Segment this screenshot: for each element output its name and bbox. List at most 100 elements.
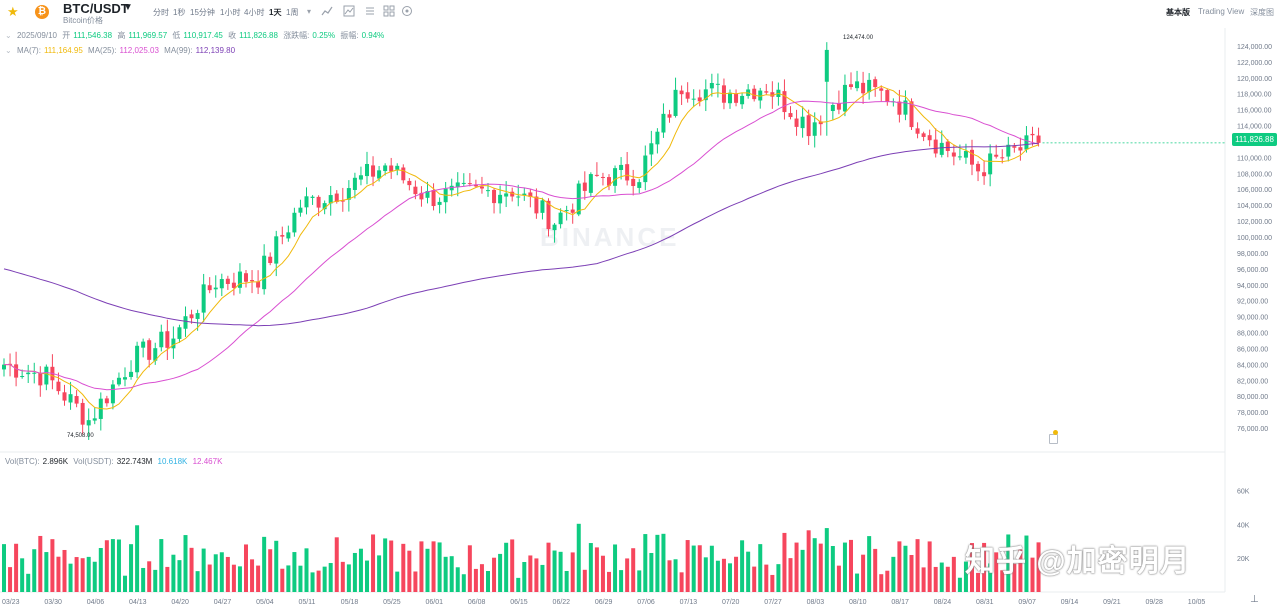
volume-bar [413,571,418,592]
price-axis-label: 102,000.00 [1237,219,1272,226]
candle-body [425,191,430,198]
settings-sliders-icon[interactable] [364,5,376,20]
candle-body [207,285,212,291]
volume-bar [116,539,121,592]
candle-body [256,281,261,288]
pair-title[interactable]: BTC/USDT [63,1,129,16]
candle-body [915,128,920,134]
collapse-chevron-icon[interactable]: ⌄ [5,31,12,40]
alert-bell-icon[interactable] [1049,434,1058,444]
candle-body [219,279,224,289]
volume-bar [643,534,648,592]
volume-bar [951,556,956,592]
candle-body [455,182,460,187]
date-axis-label: 07/20 [722,599,740,606]
vol-ma10-value: 12.467K [192,457,223,466]
candle-body [976,163,981,172]
price-axis-label: 100,000.00 [1237,235,1272,242]
volume-bar [26,573,31,592]
candle-body [383,165,388,172]
timeframe-tab-15m[interactable]: 15分钟 [190,8,215,17]
timeframe-tab-4h[interactable]: 4小时 [244,8,265,17]
candle-body [116,377,121,385]
volume-bar [479,564,484,592]
price-axis-label: 116,000.00 [1237,108,1272,115]
volume-bar [231,564,236,592]
candle-body [62,392,67,401]
volume-bar [316,570,321,592]
date-axis-label: 06/22 [553,599,571,606]
price-axis-label: 104,000.00 [1237,203,1272,210]
candle-body [147,340,152,360]
candle-body [945,141,950,151]
price-axis-label: 86,000.00 [1237,346,1268,353]
view-tab-basic[interactable]: 基本版 [1166,8,1190,17]
pair-dropdown-caret-icon[interactable]: ▼ [123,2,133,13]
volume-bar [80,558,85,592]
axis-settings-icon[interactable]: ⊥ [1250,594,1259,605]
date-axis-label: 04/20 [171,599,189,606]
volume-bar [728,563,732,592]
volume-bar [455,567,460,592]
candle-body [171,338,176,349]
reset-view-icon[interactable] [401,5,413,20]
drawing-tools-icon[interactable] [343,5,355,20]
candle-body [540,200,545,213]
candle-body [558,212,563,225]
timeframe-tab-1h[interactable]: 1小时 [220,8,241,17]
pair-subtitle[interactable]: Bitcoin价格 [63,16,104,25]
more-timeframes-chevron-down-icon[interactable]: ▾ [307,7,312,16]
ma99-value: 112,139.80 [195,46,236,55]
volume-bar [1000,570,1005,592]
collapse-chevron-icon[interactable]: ⌄ [5,46,12,55]
volume-bar [225,556,230,592]
view-tab-tradingview[interactable]: Trading View [1198,7,1245,16]
volume-bar [788,558,793,592]
view-tab-depth[interactable]: 深度图 [1250,8,1274,17]
candle-body [479,186,484,189]
low-label: 低 [172,31,181,40]
date-axis-label: 07/27 [764,599,782,606]
volume-bar [244,544,248,592]
volume-bar [177,560,182,592]
volume-bar [594,547,599,592]
candle-body [365,163,369,177]
candle-body [153,348,158,361]
volume-bar [250,559,255,592]
volume-bar [607,571,611,592]
timeframe-tab-realtime[interactable]: 分时 [153,8,169,17]
volume-bar [528,555,533,592]
volume-bar [1012,563,1017,592]
volume-bar [92,561,97,592]
volume-bar [534,558,539,592]
grid-layout-icon[interactable] [383,5,395,20]
volume-bar [546,542,551,592]
timeframe-tab-1w[interactable]: 1周 [286,8,299,17]
volume-bar [715,560,720,592]
price-axis-label: 106,000.00 [1237,187,1272,194]
candle-body [310,196,315,198]
volume-bar [570,552,575,592]
volume-bar [891,556,896,592]
timeframe-tab-1d[interactable]: 1天 [269,8,282,17]
candle-body [32,372,37,374]
candle-body [461,182,466,184]
favorite-star-icon[interactable]: ★ [7,4,19,19]
volume-bar [879,574,884,592]
volume-bar [346,564,351,592]
candle-body [600,176,605,178]
indicator-icon[interactable] [321,5,333,20]
volume-bar [50,539,55,592]
candle-body [613,168,618,186]
volume-bar [129,544,134,592]
candle-body [570,209,575,213]
price-axis-label: 92,000.00 [1237,299,1268,306]
candle-body [250,280,255,282]
volume-bar [135,525,140,592]
timeframe-tab-1s[interactable]: 1秒 [173,8,186,17]
volume-bar [358,548,363,592]
volume-bar [613,544,618,592]
volume-bar [504,542,509,592]
price-axis-label: 80,000.00 [1237,394,1268,401]
